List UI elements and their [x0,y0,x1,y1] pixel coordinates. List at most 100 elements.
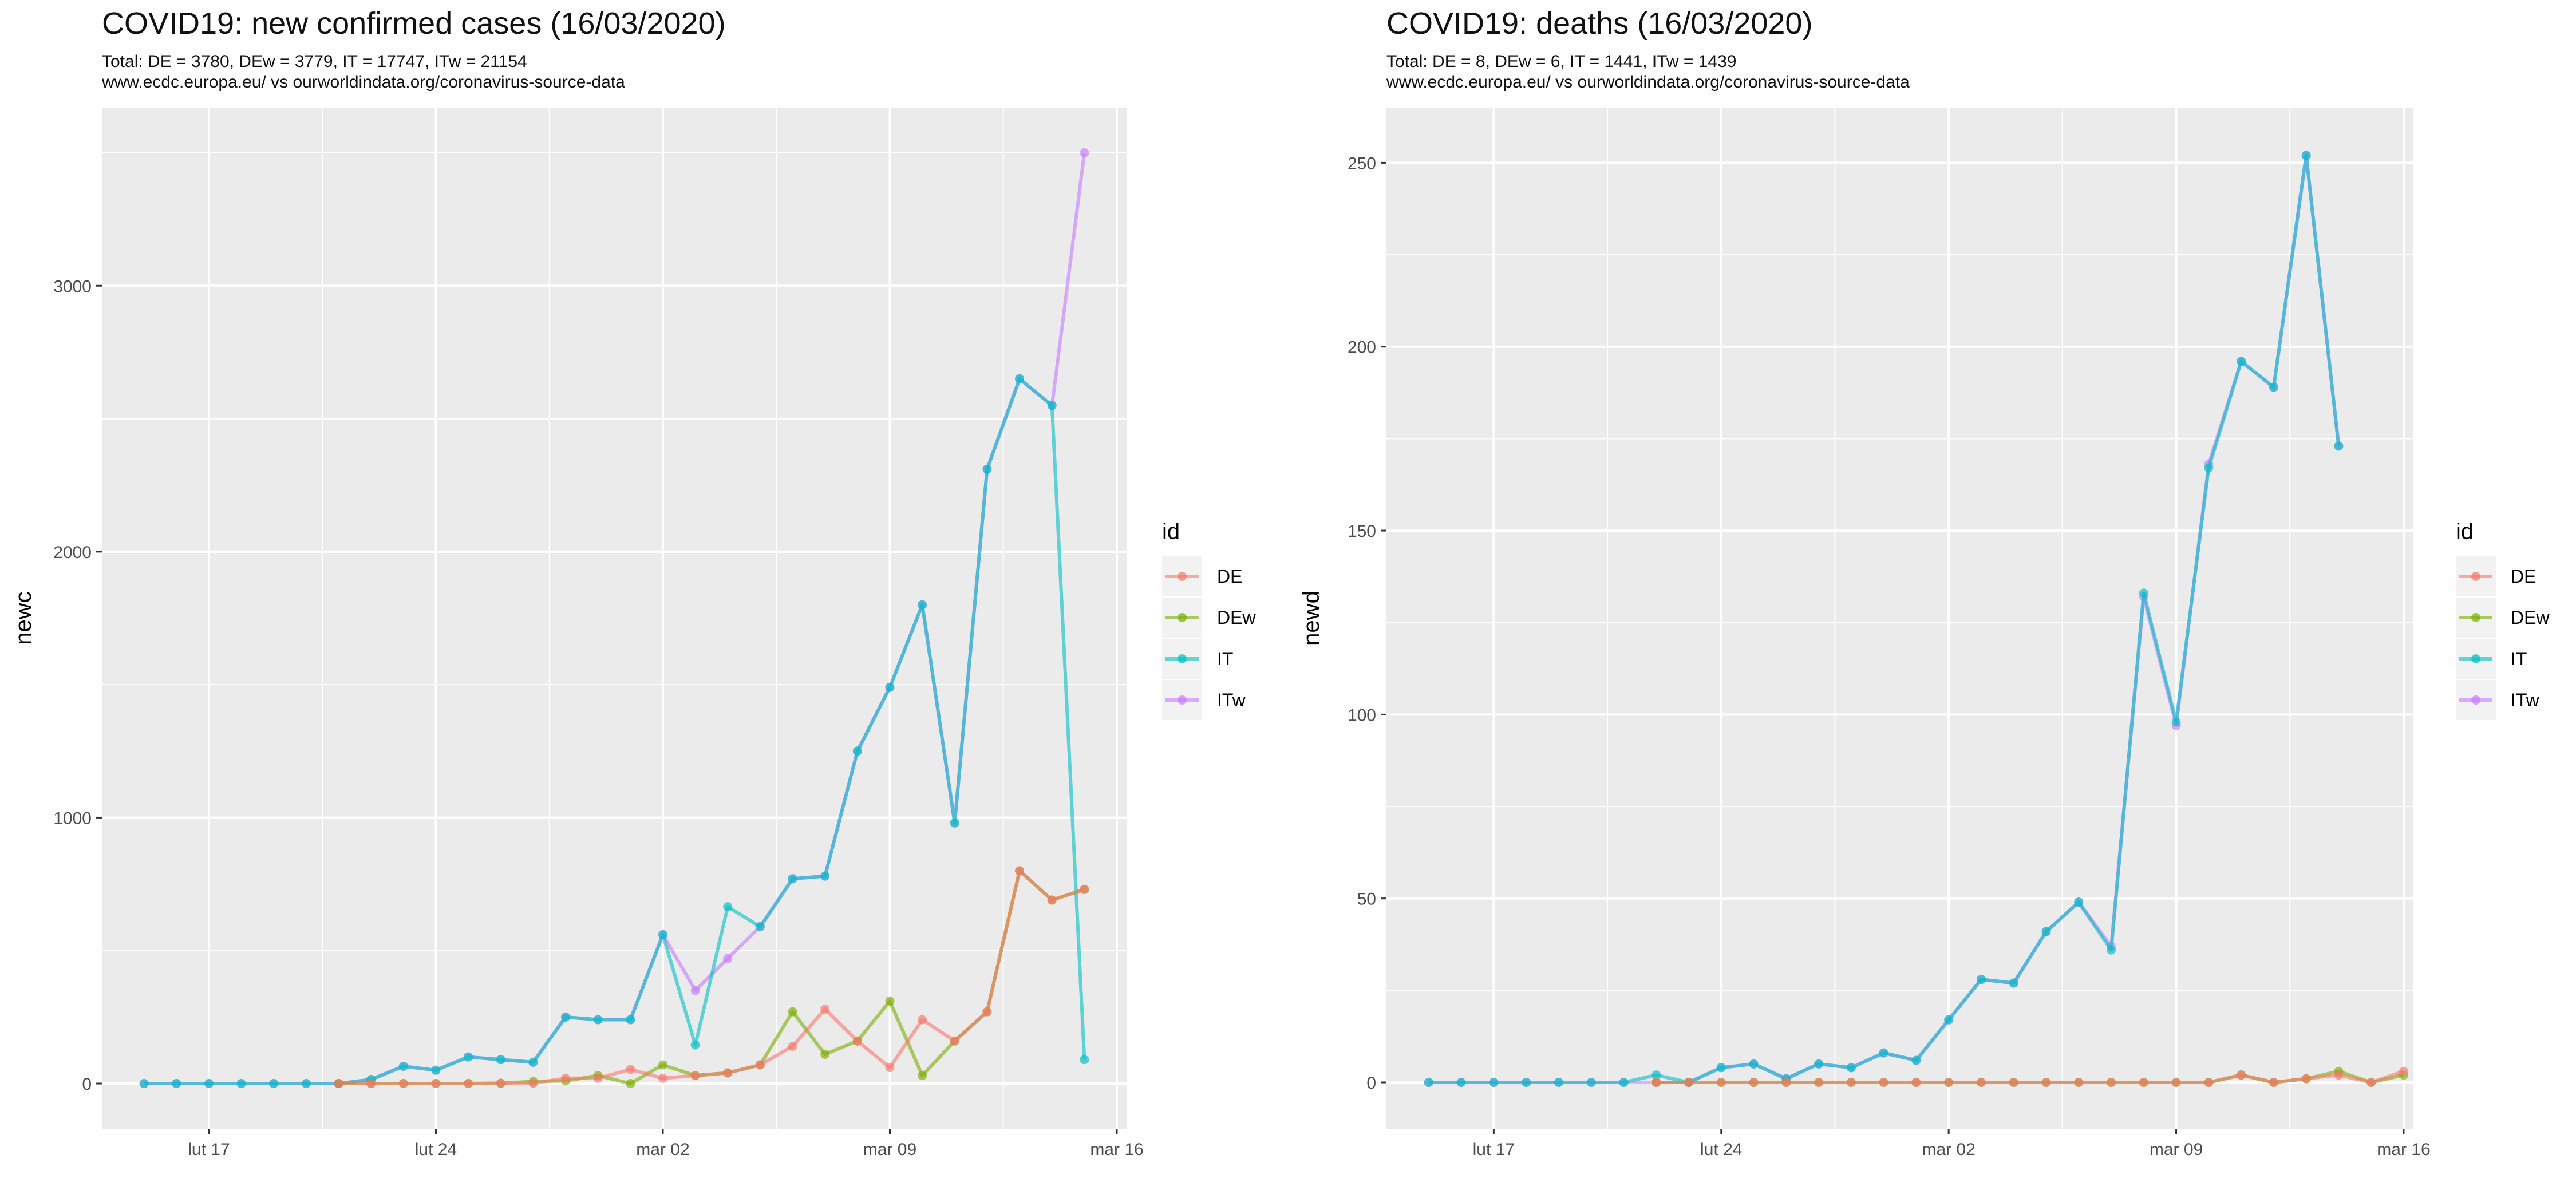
legend-key-point [2471,654,2480,663]
legend-title: id [1162,519,1180,544]
data-point-de [1716,1078,1726,1088]
data-point-it [139,1079,149,1089]
legend-label-de: DE [1217,566,1242,587]
data-point-it [2334,441,2344,451]
data-point-de [2301,1074,2311,1084]
y-axis-label: newc [11,591,36,645]
legend-key-point [1178,695,1187,705]
data-point-it [1489,1078,1499,1088]
data-point-it [1911,1055,1921,1065]
data-point-it [561,1012,571,1022]
data-point-it [2107,945,2116,955]
y-tick-label: 200 [1348,338,1376,357]
data-point-it [755,922,765,931]
x-tick-label: mar 16 [1090,1140,1143,1159]
data-point-de [1781,1078,1791,1088]
data-point-it [1456,1078,1466,1088]
data-point-it [593,1015,603,1025]
cases-chart: 0 1000 2000 3000 lut 17 lut 24 mar 02 mar 09 mar… [11,108,1256,1159]
data-point-it [301,1079,311,1089]
data-point-it [2074,897,2084,907]
x-tick-label: lut 24 [1700,1140,1742,1159]
data-point-it [204,1079,214,1089]
data-point-dew [918,1071,927,1081]
data-point-de [2074,1078,2084,1088]
data-point-de [2171,1078,2181,1088]
data-point-it [398,1061,408,1071]
data-point-it [2237,357,2246,366]
data-point-de [528,1078,538,1088]
data-point-it [723,902,733,912]
x-tick-label: lut 17 [1473,1140,1515,1159]
x-tick-label: mar 09 [2150,1140,2203,1159]
data-point-de [2139,1078,2148,1088]
deaths-chart-panel: COVID19: deaths (16/03/2020) Total: DE =… [1288,0,2576,1202]
data-point-it [431,1065,441,1075]
legend-label-de: DE [2511,566,2536,587]
data-point-de [690,1071,700,1081]
data-point-it [626,1015,635,1025]
legend-key-point [1178,572,1187,581]
y-tick-label: 1000 [53,809,92,828]
y-tick-label: 0 [1366,1074,1376,1093]
data-point-it [172,1079,181,1089]
data-point-it [1047,401,1057,410]
data-point-it [918,600,927,610]
data-point-de [1846,1078,1856,1088]
data-point-it [236,1079,246,1089]
data-point-de [2107,1078,2116,1088]
data-point-de [2366,1078,2376,1088]
data-point-de [561,1073,571,1083]
data-point-de [950,1036,959,1046]
data-point-it [2009,978,2018,988]
data-point-it [2204,463,2214,473]
x-tick-label: mar 02 [1922,1140,1975,1159]
legend-label-it: IT [1217,649,1233,669]
legend-label-itw: ITw [1217,690,1246,710]
y-tick-label: 150 [1348,522,1376,541]
data-point-it [2041,927,2051,936]
data-point-it [1749,1059,1759,1069]
data-point-de [593,1073,603,1083]
data-point-de [982,1007,992,1017]
data-point-de [918,1015,927,1025]
legend-title: id [2456,519,2474,544]
cases-chart-panel: COVID19: new confirmed cases (16/03/2020… [11,6,1256,1159]
data-point-it [1554,1078,1563,1088]
data-point-de [398,1079,408,1089]
legend-key-point [1178,654,1187,663]
data-point-de [1944,1078,1954,1088]
plot-background [102,108,1127,1129]
data-point-it [496,1055,505,1065]
data-point-de [366,1079,376,1089]
data-point-it [528,1057,538,1067]
data-point-it [1619,1078,1629,1088]
deaths-chart: 0 50 100 150 200 250 lut 17 lut 24 mar 02 mar 09 m… [1299,108,2550,1159]
data-point-it [820,871,830,881]
y-tick-label: 3000 [53,277,92,296]
chart-subtitle-sources: www.ecdc.europa.eu/ vs ourworldindata.or… [1386,73,1910,92]
data-point-de [1749,1078,1759,1088]
legend-key-point [2471,572,2480,581]
data-point-de [1080,884,1089,894]
data-point-dew [788,1007,797,1017]
data-point-it [1814,1059,1824,1069]
x-tick-label: mar 09 [863,1140,916,1159]
plot-background [1386,108,2413,1129]
y-tick-label: 2000 [53,543,92,562]
x-tick-label: lut 24 [415,1140,457,1159]
data-point-de [496,1078,505,1088]
data-point-de [1976,1078,1986,1088]
data-point-itw [723,954,733,963]
data-point-de [658,1073,667,1083]
data-point-de [1814,1078,1824,1088]
data-point-it [1080,1055,1089,1065]
data-point-it [2139,588,2148,598]
x-tick-label: lut 17 [188,1140,230,1159]
legend-label-itw: ITw [2511,690,2540,710]
data-point-dew [658,1060,667,1070]
data-point-it [1846,1063,1856,1073]
data-point-de [2399,1066,2408,1076]
data-point-de [2237,1070,2246,1080]
y-axis-label: newd [1299,591,1324,646]
